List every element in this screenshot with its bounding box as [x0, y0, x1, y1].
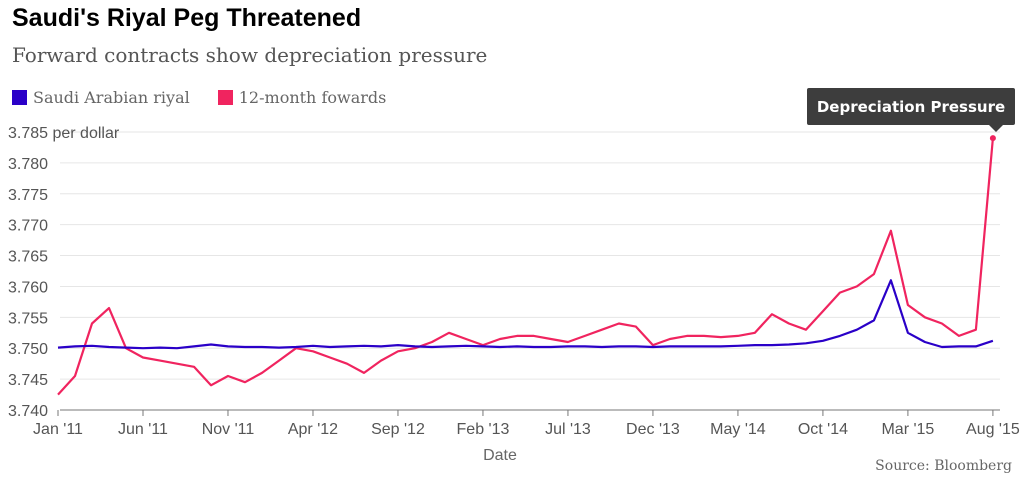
y-tick-label: 3.740 — [8, 403, 48, 420]
chart-subtitle: Forward contracts show depreciation pres… — [12, 43, 488, 67]
x-axis: Jan '11 Jun '11 Nov '11 Apr '12 Sep '12 Feb '… — [33, 410, 1020, 438]
legend-label-riyal: Saudi Arabian riyal — [33, 88, 190, 107]
forwards-peak-marker — [989, 135, 996, 142]
y-tick-label: 3.755 — [8, 310, 48, 327]
y-tick-label: 3.765 — [8, 249, 48, 266]
series-lines — [57, 135, 996, 396]
y-tick-label: 3.750 — [8, 341, 48, 358]
x-tick-label: Jun '11 — [118, 421, 168, 438]
x-tick-label: Jan '11 — [33, 421, 83, 438]
grid-lines — [60, 131, 1000, 411]
x-tick-label: May '14 — [710, 421, 766, 438]
legend-swatch-forwards — [217, 90, 233, 105]
y-tick-label: 3.780 — [8, 156, 48, 173]
x-tick-label: Sep '12 — [371, 421, 425, 438]
x-tick-label: Jul '13 — [545, 421, 591, 438]
legend-swatch-riyal — [12, 90, 27, 105]
y-tick-label: 3.785 per dollar — [8, 125, 120, 142]
x-tick-label: Nov '11 — [202, 421, 255, 438]
series-line-forwards — [57, 138, 994, 396]
y-tick-label: 3.760 — [8, 279, 48, 296]
x-tick-label: Apr '12 — [288, 421, 338, 438]
x-axis-label: Date — [483, 447, 517, 464]
y-axis: 3.740 3.745 3.750 3.755 3.760 3.765 3.770 3.775… — [8, 125, 120, 420]
x-tick-label: Feb '13 — [457, 421, 510, 438]
series-line-riyal — [57, 279, 994, 350]
y-tick-label: 3.745 — [8, 372, 48, 389]
x-tick-label: Mar '15 — [881, 421, 934, 438]
legend-item-riyal[interactable]: Saudi Arabian riyal — [12, 88, 190, 107]
annotation-pointer — [989, 125, 1003, 132]
source-credit: Source: Bloomberg — [875, 458, 1012, 474]
legend-item-forwards[interactable]: 12-month fowards — [217, 88, 387, 107]
legend: Saudi Arabian riyal 12-month fowards — [12, 88, 414, 107]
x-tick-label: Dec '13 — [626, 421, 680, 438]
y-tick-label: 3.770 — [8, 218, 48, 235]
x-tick-label: Oct '14 — [798, 421, 848, 438]
annotation-tooltip: Depreciation Pressure — [807, 88, 1015, 125]
legend-label-forwards: 12-month fowards — [238, 88, 387, 107]
y-tick-label: 3.775 — [8, 187, 48, 204]
chart-title: Saudi's Riyal Peg Threatened — [12, 4, 362, 32]
x-tick-label: Aug '15 — [966, 421, 1020, 438]
